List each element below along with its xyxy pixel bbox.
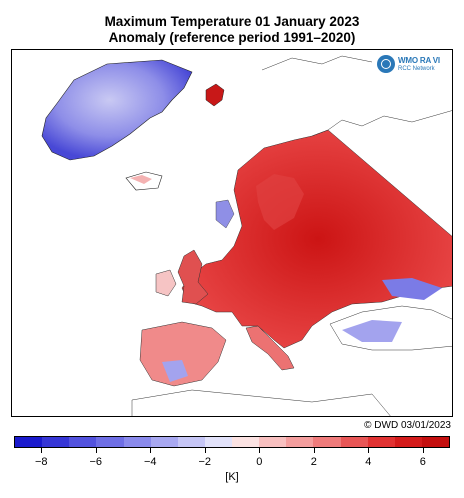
colorbar-segment	[286, 437, 314, 447]
colorbar-segment	[367, 437, 395, 447]
colorbar-segment	[394, 437, 422, 447]
colorbar-tick	[259, 448, 261, 453]
colorbar-tick	[41, 448, 43, 453]
colorbar-tick-label: −6	[89, 456, 103, 468]
map-svg	[41, 55, 452, 416]
colorbar-segment	[150, 437, 178, 447]
italy	[245, 325, 295, 371]
svalbard	[205, 83, 225, 107]
mainland-europe	[181, 129, 452, 349]
colorbar-tick-label: −8	[34, 456, 48, 468]
colorbar-tick-label: 4	[365, 456, 372, 468]
colorbar-tick	[204, 448, 206, 453]
colorbar-segment	[96, 437, 124, 447]
colorbar-segment	[340, 437, 368, 447]
wmo-emblem-icon	[377, 55, 395, 73]
wmo-logo: WMO RA VI RCC Network	[375, 53, 449, 77]
colorbar-segment	[123, 437, 151, 447]
colorbar-tick	[313, 448, 315, 453]
colorbar-segment	[15, 437, 43, 447]
colorbar-tick	[95, 448, 97, 453]
colorbar-unit: [K]	[225, 471, 239, 483]
colorbar-segment	[313, 437, 341, 447]
colorbar-tick	[422, 448, 424, 453]
great-britain	[177, 249, 209, 305]
colorbar-tick-label: −2	[198, 456, 212, 468]
colorbar-tick-label: 2	[310, 456, 317, 468]
map-title: Maximum Temperature 01 January 2023	[104, 14, 360, 29]
colorbar-tick	[150, 448, 152, 453]
colorbar-segment	[204, 437, 232, 447]
colorbar-segment	[69, 437, 97, 447]
credit-text: © DWD 03/01/2023	[364, 420, 451, 431]
logo-name: WMO RA VI	[398, 56, 440, 65]
colorbar-tick	[368, 448, 370, 453]
colorbar-tick-label: 0	[256, 456, 263, 468]
colorbar	[14, 436, 450, 448]
colorbar-segment	[232, 437, 260, 447]
colorbar-segment	[177, 437, 205, 447]
colorbar-segment	[421, 437, 449, 447]
north-africa	[131, 389, 391, 416]
colorbar-segment	[42, 437, 70, 447]
colorbar-tick-label: 6	[419, 456, 426, 468]
greenland	[41, 59, 193, 161]
map-subtitle: Anomaly (reference period 1991–2020)	[108, 30, 356, 45]
ireland	[155, 269, 177, 297]
colorbar-segment	[259, 437, 287, 447]
logo-subtitle: RCC Network	[398, 66, 435, 72]
colorbar-tick-label: −4	[143, 456, 157, 468]
anomaly-map	[11, 49, 453, 417]
iberia	[139, 321, 227, 387]
